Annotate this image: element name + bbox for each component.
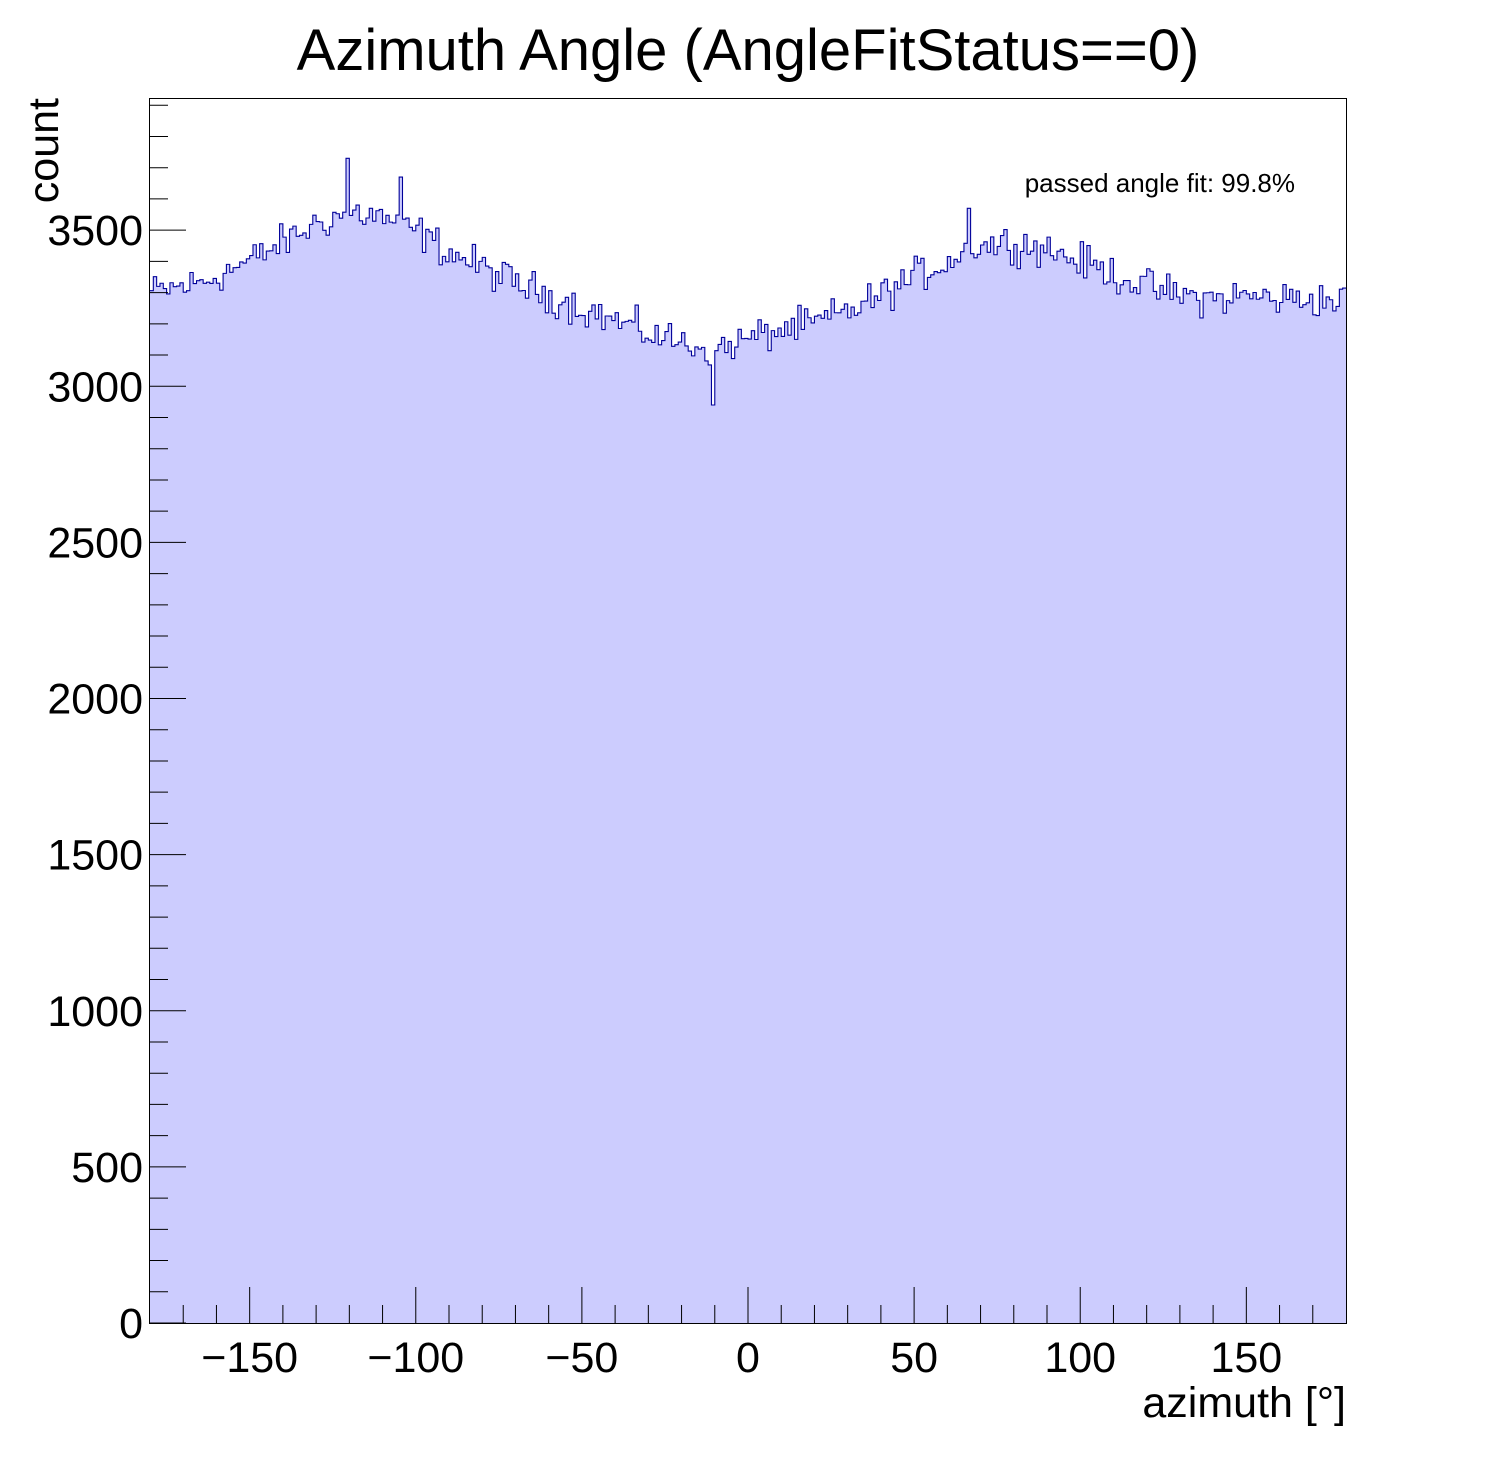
x-tick-label: −150 [201,1334,298,1382]
x-axis-ticks [182,1287,1314,1323]
y-tick-label: 3500 [47,207,143,255]
y-axis-tick-labels: 0 500 1000 1500 2000 2500 3000 3500 [47,207,143,1348]
y-tick-label: 3000 [47,363,143,411]
y-tick-label: 2500 [47,519,143,567]
x-tick-label: 50 [890,1334,938,1382]
chart-title: Azimuth Angle (AngleFitStatus==0) [297,18,1200,83]
x-axis-tick-labels: −150 −100 −50 0 50 100 150 [201,1334,1282,1382]
y-tick-label: 2000 [47,676,143,724]
histogram-fill [150,158,1346,1324]
histogram-outline [149,157,1346,406]
histogram-fill-layer [150,158,1346,1324]
y-tick-label: 1000 [47,988,143,1036]
x-axis-label: azimuth [°] [1142,1379,1346,1427]
y-tick-label: 0 [119,1300,143,1348]
y-axis-ticks [150,104,186,1324]
x-tick-label: −50 [545,1334,618,1382]
y-tick-label: 1500 [47,832,143,880]
x-tick-label: −100 [367,1334,464,1382]
histogram-line-layer [149,157,1346,406]
x-tick-label: 150 [1210,1334,1282,1382]
x-tick-label: 100 [1044,1334,1116,1382]
plot-frame [149,98,1347,1324]
y-tick-label: 500 [71,1144,143,1192]
annotation-passed-fit: passed angle fit: 99.8% [1025,168,1295,198]
y-axis-label: count [20,98,68,203]
x-tick-label: 0 [736,1334,760,1382]
